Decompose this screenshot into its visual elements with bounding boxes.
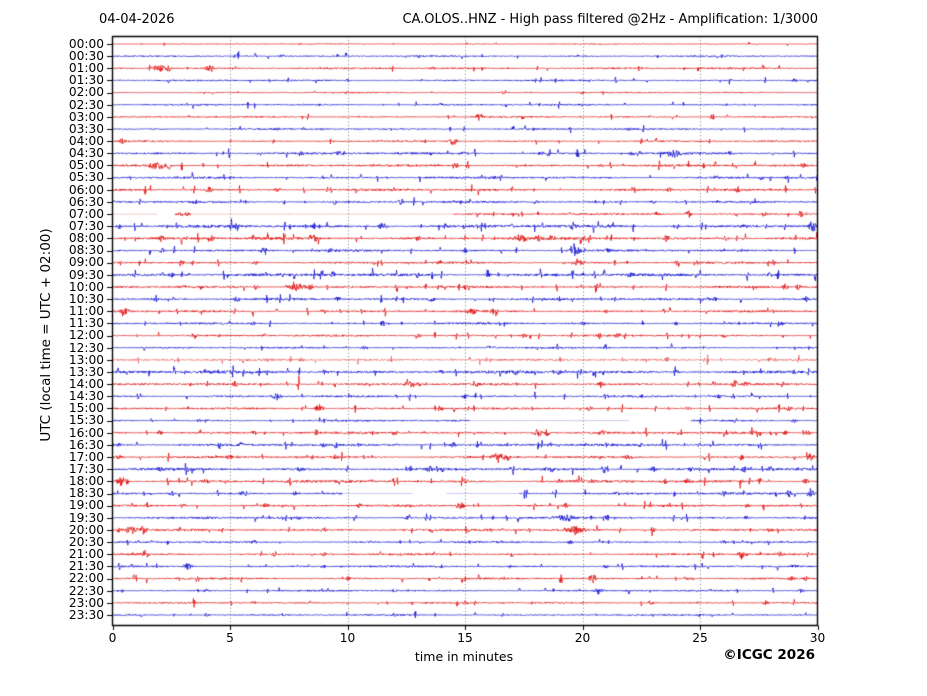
y-tick-label: 09:00 [68,255,104,270]
y-tick-label: 20:00 [68,522,104,537]
y-tick-label: 16:00 [68,425,104,440]
y-tick-label: 20:30 [68,534,104,549]
y-tick-label: 15:00 [68,401,104,416]
y-tick-label: 13:00 [68,352,104,367]
y-tick-label: 23:30 [68,607,104,622]
y-tick-label: 10:30 [68,291,104,306]
y-tick-label: 12:00 [68,328,104,343]
y-tick-label: 07:00 [68,206,104,221]
y-tick-label: 14:00 [68,376,104,391]
x-tick-label: 25 [692,631,708,645]
y-tick-label: 09:30 [68,267,104,282]
y-tick-label: 06:30 [68,194,104,209]
y-tick-label: 07:30 [68,219,104,234]
copyright-text: ©ICGC 2026 [723,647,815,663]
y-tick-label: 17:00 [68,449,104,464]
y-tick-label: 02:00 [68,85,104,100]
plot-main-title: CA.OLOS..HNZ - High pass filtered @2Hz -… [402,12,818,27]
y-tick-label: 17:30 [68,462,104,476]
y-tick-label: 22:00 [68,571,104,586]
y-tick-label: 22:30 [68,583,104,598]
x-tick-label: 0 [108,631,117,645]
x-tick-label: 30 [809,631,826,645]
y-tick-label: 08:00 [68,231,104,246]
y-tick-label: 11:30 [68,316,104,331]
y-tick-label: 08:30 [68,243,104,258]
y-tick-label: 15:30 [68,413,104,428]
x-tick-label: 10 [339,631,356,645]
y-tick-label: 18:30 [68,486,104,501]
y-tick-label: 02:30 [68,97,104,112]
x-tick-label: 5 [226,631,234,645]
y-tick-label: 19:00 [68,498,104,513]
y-tick-label: 04:00 [68,133,104,148]
y-tick-label: 01:00 [68,61,104,76]
y-tick-label: 05:30 [68,170,104,185]
y-tick-label: 03:00 [68,109,104,124]
y-tick-label: 00:00 [68,36,104,51]
y-tick-label: 13:30 [68,364,104,379]
y-tick-label: 23:00 [68,595,104,610]
y-tick-label: 18:00 [68,474,104,489]
x-axis-title: time in minutes [414,649,514,664]
y-tick-label: 14:30 [68,389,104,404]
y-tick-label: 10:00 [68,279,104,294]
y-tick-label: 21:00 [68,547,104,562]
y-tick-label: 19:30 [68,510,104,525]
x-tick-label: 20 [574,631,591,645]
y-tick-label: 01:30 [68,73,104,88]
y-tick-label: 03:30 [68,121,104,136]
y-tick-label: 16:30 [68,437,104,452]
y-tick-label: 06:00 [68,182,104,197]
y-tick-label: 21:30 [68,559,104,574]
y-tick-label: 04:30 [68,146,104,161]
y-tick-label: 00:30 [68,48,104,63]
plot-date-title: 04-04-2026 [99,12,175,27]
y-tick-label: 05:00 [68,158,104,173]
x-tick-label: 15 [457,631,473,645]
y-tick-label: 12:30 [68,340,104,355]
y-tick-label: 11:00 [68,304,104,319]
